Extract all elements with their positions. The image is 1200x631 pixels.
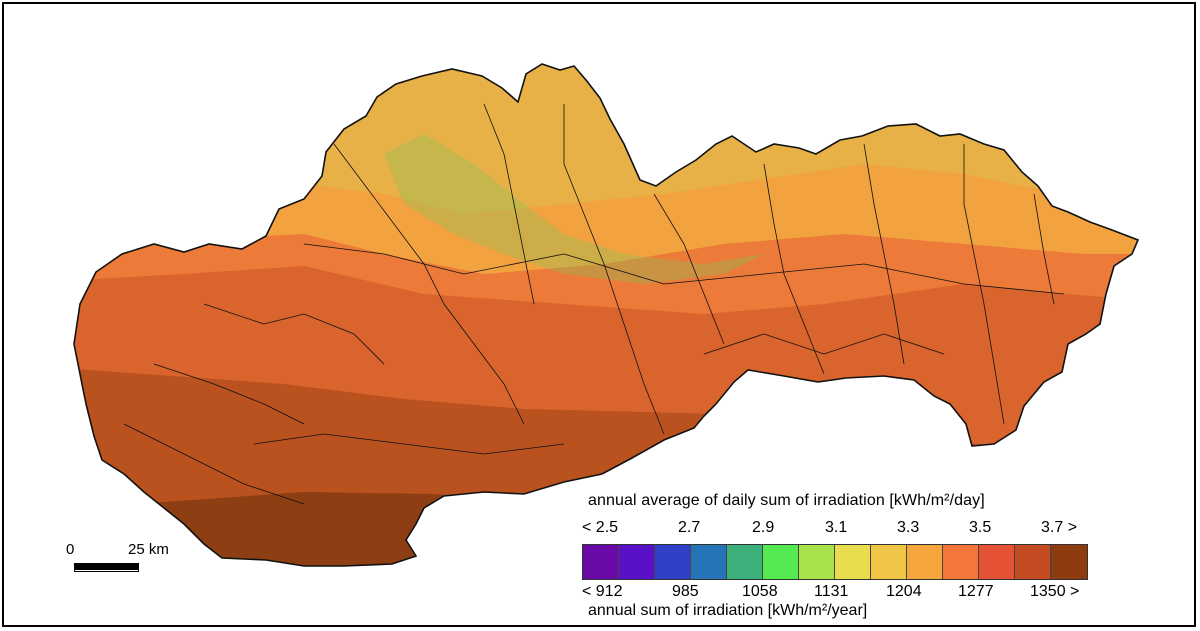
legend-tick-top: 2.9 bbox=[752, 519, 775, 536]
legend-tick-top: 3.7 > bbox=[1041, 519, 1078, 536]
scale-bar-white bbox=[74, 569, 139, 572]
legend-swatch bbox=[907, 545, 943, 579]
legend-tick-top: 2.7 bbox=[678, 519, 701, 536]
legend-swatch bbox=[1051, 545, 1087, 579]
legend-swatch bbox=[835, 545, 871, 579]
legend-swatch bbox=[691, 545, 727, 579]
legend-swatch bbox=[799, 545, 835, 579]
legend-swatch bbox=[655, 545, 691, 579]
legend-title-daily: annual average of daily sum of irradiati… bbox=[588, 492, 985, 509]
legend-tick-bottom: < 912 bbox=[582, 583, 623, 600]
legend-tick-bottom: 1350 > bbox=[1030, 583, 1080, 600]
legend-tick-bottom: 1058 bbox=[742, 583, 778, 600]
legend-tick-top: 3.5 bbox=[969, 519, 992, 536]
legend-title-annual: annual sum of irradiation [kWh/m²/year] bbox=[588, 602, 868, 619]
forest-tint-band bbox=[384, 134, 764, 284]
scale-distance-label: 25 km bbox=[128, 541, 169, 558]
legend-color-ramp bbox=[582, 544, 1088, 580]
legend-tick-bottom: 985 bbox=[672, 583, 699, 600]
legend-swatch bbox=[763, 545, 799, 579]
legend-swatch bbox=[943, 545, 979, 579]
legend-swatch bbox=[727, 545, 763, 579]
scale-zero-label: 0 bbox=[66, 541, 75, 558]
band-north-mountains bbox=[74, 64, 1138, 214]
legend-swatch bbox=[619, 545, 655, 579]
district-boundaries bbox=[123, 103, 1065, 505]
solar-irradiation-map bbox=[73, 63, 1139, 567]
legend-swatch bbox=[871, 545, 907, 579]
legend-tick-top: < 2.5 bbox=[582, 519, 619, 536]
legend-tick-top: 3.1 bbox=[825, 519, 848, 536]
legend-tick-top: 3.3 bbox=[897, 519, 920, 536]
legend-swatch bbox=[1015, 545, 1051, 579]
legend-swatch bbox=[583, 545, 619, 579]
scale-bar-black bbox=[74, 563, 139, 569]
legend-swatch bbox=[979, 545, 1015, 579]
legend-tick-bottom: 1131 bbox=[814, 583, 849, 600]
legend-tick-bottom: 1204 bbox=[886, 583, 922, 600]
legend-tick-bottom: 1277 bbox=[958, 583, 994, 600]
